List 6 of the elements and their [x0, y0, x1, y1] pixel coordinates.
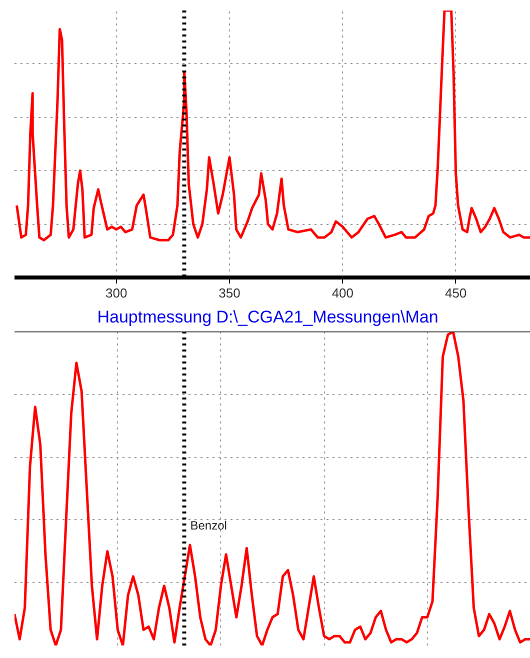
- x-tick-label: 450: [444, 286, 467, 300]
- annotation: Benzol: [190, 518, 227, 532]
- chart-title: Hauptmessung D:\_CGA21_Messungen\Man: [97, 308, 438, 326]
- x-tick-label: 300: [105, 286, 128, 300]
- x-tick-label: 350: [218, 286, 240, 300]
- x-tick-label: 400: [332, 286, 354, 300]
